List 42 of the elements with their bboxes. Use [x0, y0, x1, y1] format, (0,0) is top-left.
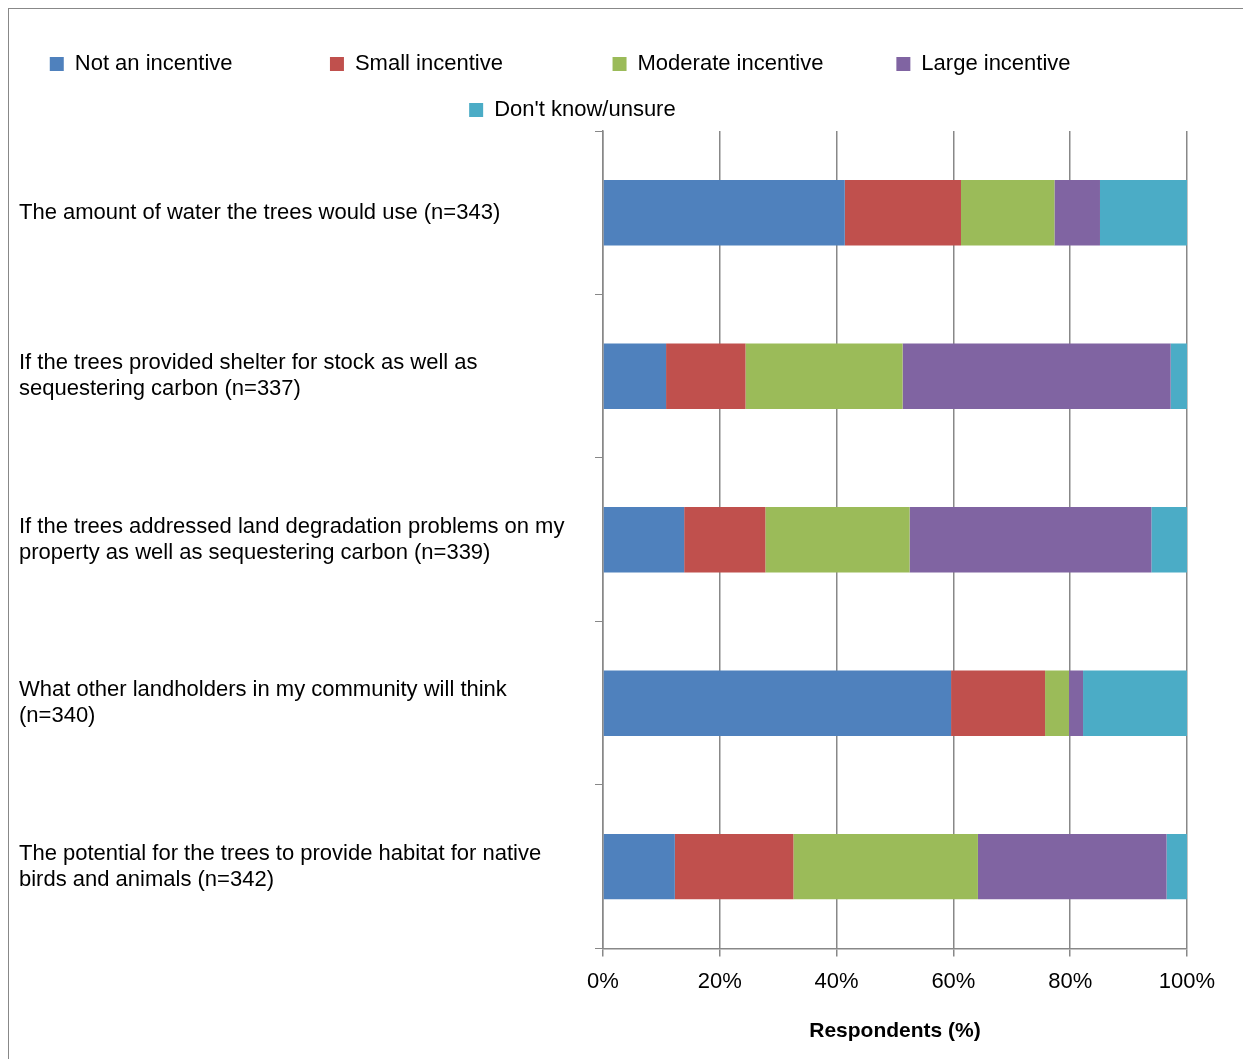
- legend-label: Not an incentive: [74, 50, 306, 76]
- bar: [909, 507, 1152, 573]
- bar: [603, 670, 952, 736]
- bar: [603, 343, 667, 409]
- x-tick-label: 0%: [587, 967, 619, 993]
- bar: [793, 833, 978, 900]
- y-tick-label: The potential for the trees to provide habitat for native birds and animals (n=342): [19, 839, 542, 891]
- bar: [674, 833, 794, 900]
- bar: [603, 833, 675, 900]
- bar: [1054, 180, 1100, 246]
- bar: [745, 343, 903, 409]
- legend-label: Small incentive: [354, 50, 589, 76]
- bar: [1083, 670, 1187, 736]
- legend-label: Moderate incentive: [637, 50, 873, 76]
- x-tick-label: 100%: [1158, 967, 1216, 993]
- x-tick-label: 80%: [1048, 967, 1093, 993]
- bar: [603, 507, 685, 573]
- y-tick-label: If the trees provided shelter for stock as well as sequestering carbon (n=337): [19, 349, 478, 401]
- legend-label: Don't know/unsure: [494, 96, 737, 122]
- x-axis-title: Respondents (%): [809, 1018, 981, 1042]
- legend-label: Large incentive: [921, 50, 1157, 76]
- bar: [1099, 180, 1187, 246]
- bar: [1069, 670, 1084, 736]
- x-tick-label: 40%: [814, 967, 859, 993]
- bar: [902, 343, 1171, 409]
- x-tick-label: 60%: [931, 967, 976, 993]
- bar: [977, 833, 1167, 900]
- y-tick-label: What other landholders in my community will think (n=340): [19, 676, 508, 728]
- bar: [951, 670, 1046, 736]
- bar: [844, 180, 961, 246]
- bar: [1166, 833, 1187, 900]
- bar: [960, 180, 1055, 246]
- y-tick-label: The amount of water the trees would use (n=343): [19, 198, 501, 224]
- bar: [603, 180, 845, 246]
- bar: [1151, 507, 1187, 573]
- bar: [765, 507, 910, 573]
- bar: [1045, 670, 1070, 736]
- x-tick-label: 20%: [697, 967, 742, 993]
- bar: [684, 507, 766, 573]
- bar: [666, 343, 746, 409]
- bar: [1170, 343, 1187, 409]
- y-tick-label: If the trees addressed land degradation problems on my property as well as sequestering carbon (n=339): [19, 512, 565, 564]
